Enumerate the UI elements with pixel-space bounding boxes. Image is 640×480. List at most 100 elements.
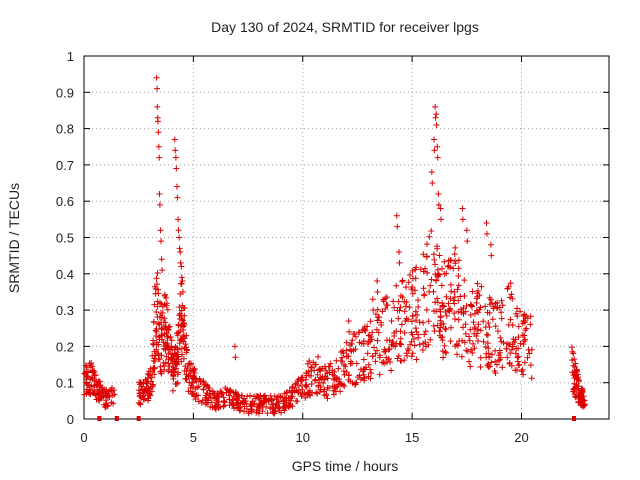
data-point — [89, 389, 96, 396]
data-point — [384, 302, 391, 309]
y-tick-labels: 0 0.1 0.2 0.3 0.4 0.5 0.6 0.7 0.8 0.9 1 — [56, 49, 74, 427]
data-point — [227, 388, 234, 395]
data-point — [466, 358, 473, 365]
data-point — [362, 327, 369, 334]
data-point — [394, 307, 401, 314]
data-point — [395, 315, 402, 322]
data-points — [81, 74, 588, 421]
data-point — [388, 367, 395, 374]
data-point — [349, 337, 356, 344]
data-point — [190, 372, 197, 379]
data-point — [88, 360, 95, 367]
data-point — [153, 309, 160, 316]
data-point — [231, 343, 238, 350]
data-point — [226, 396, 233, 403]
data-point — [421, 331, 428, 338]
data-point — [445, 263, 452, 270]
data-point — [433, 121, 440, 128]
data-point — [283, 389, 290, 396]
data-point — [360, 371, 367, 378]
data-point — [253, 409, 260, 416]
data-point — [429, 180, 436, 187]
data-point — [447, 295, 454, 302]
data-point — [317, 383, 324, 390]
data-point — [431, 308, 438, 315]
data-point — [503, 345, 510, 352]
data-point — [425, 318, 432, 325]
data-point — [401, 329, 408, 336]
data-point — [82, 362, 89, 369]
data-point — [507, 280, 514, 287]
data-point — [398, 341, 405, 348]
data-point — [413, 317, 420, 324]
data-point — [186, 360, 193, 367]
data-point — [422, 265, 429, 272]
data-point — [264, 410, 271, 417]
data-point — [423, 253, 430, 260]
data-point — [421, 291, 428, 298]
data-point — [278, 409, 285, 416]
data-point — [454, 342, 461, 349]
data-point — [154, 85, 161, 92]
data-point — [508, 346, 515, 353]
data-point — [451, 251, 458, 258]
data-point — [161, 325, 168, 332]
data-point — [471, 330, 478, 337]
data-point — [477, 363, 484, 370]
data-point — [468, 303, 475, 310]
data-point — [172, 365, 179, 372]
zero-marker — [572, 416, 576, 421]
data-point — [574, 371, 581, 378]
data-point — [153, 74, 160, 81]
data-point — [524, 354, 531, 361]
y-tick-label: 0.6 — [56, 194, 74, 209]
data-point — [482, 303, 489, 310]
data-point — [143, 384, 150, 391]
data-point — [402, 284, 409, 291]
data-point — [150, 319, 157, 326]
data-point — [168, 343, 175, 350]
data-point — [158, 238, 164, 245]
data-point — [353, 379, 360, 386]
data-point — [162, 319, 169, 326]
data-point — [289, 403, 296, 410]
data-point — [345, 372, 352, 379]
data-point — [432, 114, 439, 121]
data-point — [469, 349, 476, 356]
data-point — [157, 363, 164, 370]
data-point — [174, 194, 181, 201]
data-point — [578, 385, 585, 392]
data-point — [270, 400, 277, 407]
data-point — [232, 354, 239, 361]
data-point — [397, 304, 404, 311]
x-tick-label: 10 — [296, 430, 310, 445]
data-point — [385, 346, 392, 353]
data-point — [521, 311, 528, 318]
data-point — [372, 311, 379, 318]
data-point — [171, 368, 178, 375]
data-point — [447, 281, 454, 288]
data-point — [496, 304, 503, 311]
data-point — [452, 260, 459, 267]
data-point — [473, 299, 480, 306]
data-point — [484, 332, 491, 339]
data-point — [148, 388, 155, 395]
data-point — [461, 292, 468, 299]
data-point — [298, 378, 305, 385]
data-point — [493, 361, 500, 368]
data-point — [176, 245, 183, 252]
data-point — [508, 362, 515, 369]
data-point — [420, 268, 427, 275]
data-point — [306, 372, 312, 379]
data-point — [313, 389, 320, 396]
data-point — [395, 298, 402, 305]
data-point — [483, 230, 490, 237]
data-point — [154, 350, 161, 357]
y-tick-label: 0.5 — [56, 231, 74, 246]
data-point — [423, 241, 430, 248]
data-point — [381, 348, 388, 355]
data-point — [455, 257, 462, 264]
data-point — [307, 364, 314, 371]
data-point — [367, 366, 374, 373]
data-point — [434, 245, 441, 252]
